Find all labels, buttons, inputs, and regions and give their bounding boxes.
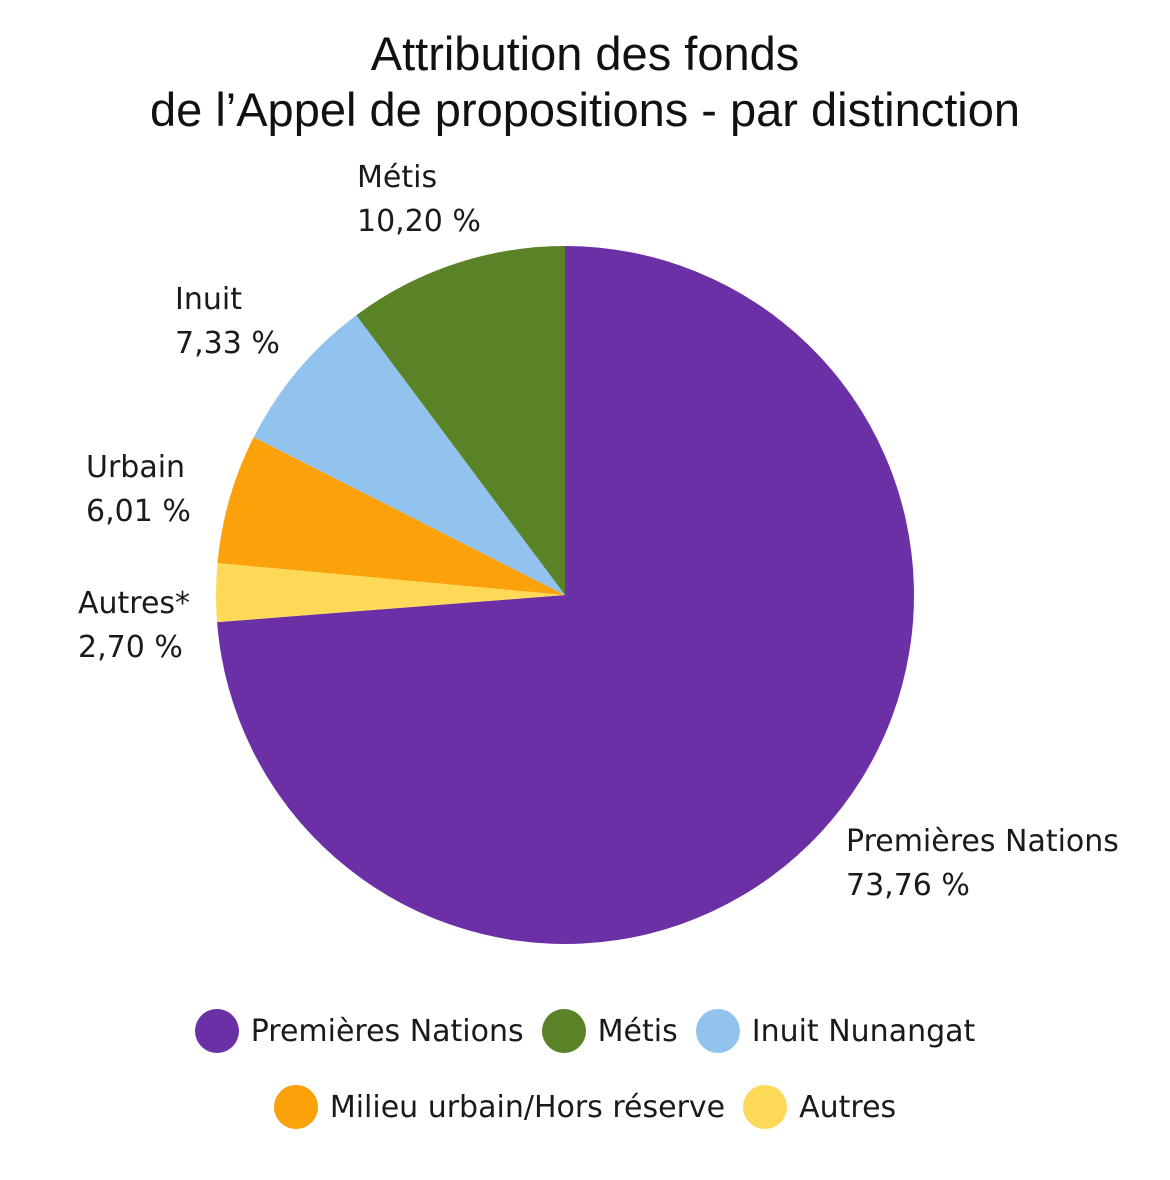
slice-label-name: Premières Nations: [846, 824, 1119, 859]
legend-swatch: [273, 1085, 318, 1129]
legend-label: Inuit Nunangat: [751, 1013, 976, 1049]
slice-label-autres: Autres* 2,70 %: [78, 582, 190, 670]
legend-label: Premières Nations: [250, 1013, 524, 1049]
pie-slice-inuit: [253, 315, 566, 595]
slice-label-value: 7,33 %: [175, 326, 280, 361]
legend-label: Milieu urbain/Hors réserve: [329, 1089, 726, 1125]
legend-label: Métis: [597, 1013, 678, 1049]
slice-label-value: 73,76 %: [846, 868, 970, 903]
legend-item-inuit-nunangat: Inuit Nunangat: [695, 1009, 976, 1053]
pie-slice-urbain: [217, 437, 565, 595]
slice-label-metis: Métis 10,20 %: [357, 156, 481, 244]
legend-swatch: [695, 1009, 740, 1053]
slice-label-inuit: Inuit 7,33 %: [175, 278, 280, 366]
slice-label-urbain: Urbain 6,01 %: [86, 446, 191, 534]
chart-title: Attribution des fonds de l’Appel de prop…: [0, 26, 1170, 138]
pie-slice-metis: [356, 245, 565, 595]
legend-swatch: [194, 1009, 239, 1053]
slice-label-name: Urbain: [86, 450, 186, 485]
legend-item-milieu-urbain: Milieu urbain/Hors réserve: [273, 1085, 726, 1129]
slice-label-premieres-nations: Premières Nations 73,76 %: [846, 820, 1119, 908]
slice-label-name: Inuit: [175, 282, 242, 317]
legend-swatch: [743, 1085, 788, 1129]
legend-label: Autres: [799, 1089, 897, 1125]
pie-slice-premieres-nations: [217, 246, 915, 945]
legend-item-autres: Autres: [743, 1085, 896, 1129]
slice-label-value: 10,20 %: [357, 204, 481, 239]
chart-title-line-2: de l’Appel de propositions - par distinc…: [149, 83, 1020, 136]
slice-label-value: 2,70 %: [78, 630, 183, 665]
chart-title-line-1: Attribution des fonds: [370, 27, 800, 80]
legend-item-premieres-nations: Premières Nations: [194, 1009, 524, 1053]
pie-slice-autres: [216, 563, 565, 623]
legend-swatch: [541, 1009, 586, 1053]
legend-row-2: Milieu urbain/Hors réserve Autres: [0, 1082, 1170, 1132]
slice-label-name: Autres*: [78, 586, 191, 621]
legend-item-metis: Métis: [541, 1009, 678, 1053]
legend-row-1: Premières Nations Métis Inuit Nunangat: [0, 1006, 1170, 1056]
slice-label-name: Métis: [357, 160, 438, 195]
slice-label-value: 6,01 %: [86, 494, 191, 529]
